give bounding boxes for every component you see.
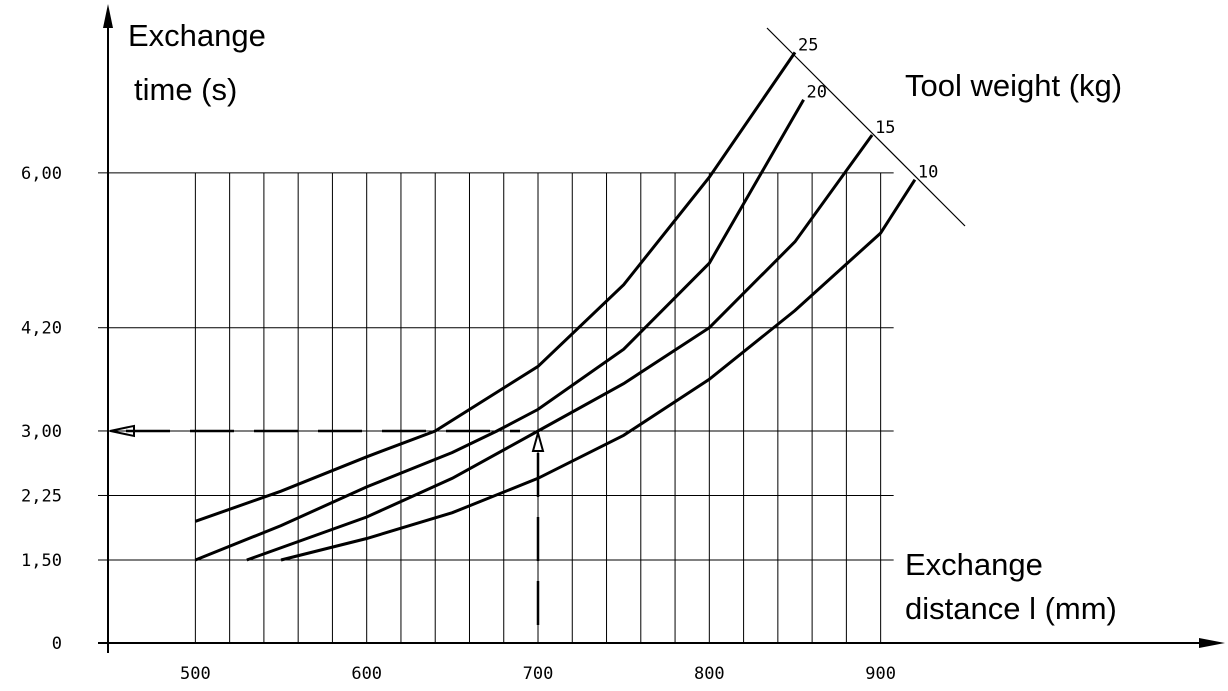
- x-tick-label: 900: [865, 664, 896, 684]
- legend-title: Tool weight (kg): [905, 68, 1122, 103]
- x-axis-label: Exchange: [905, 547, 1043, 582]
- annotation-arrow: [109, 424, 135, 438]
- series-label: 25: [798, 35, 818, 55]
- annotation-marker: [531, 429, 545, 452]
- y-tick-label: 1,50: [21, 551, 62, 571]
- y-tick-label: 4,20: [21, 319, 62, 339]
- y-axis-label: Exchange: [128, 18, 266, 53]
- y-tick-label: 6,00: [21, 164, 62, 184]
- series-label: 10: [918, 163, 938, 183]
- y-tick-label: 3,00: [21, 422, 62, 442]
- y-axis-arrow: [103, 4, 113, 28]
- x-tick-label: 700: [523, 664, 554, 684]
- y-tick-label: 2,25: [21, 486, 62, 506]
- curve: [246, 134, 874, 562]
- x-tick-label: 800: [694, 664, 725, 684]
- curve: [280, 178, 917, 562]
- y-tick-label: 0: [52, 634, 62, 654]
- series-label: 15: [875, 118, 895, 138]
- curve: [194, 51, 797, 523]
- curve: [194, 98, 805, 562]
- x-axis-arrow: [1199, 638, 1225, 648]
- series-label: 20: [807, 83, 827, 103]
- y-axis-label: time (s): [134, 72, 237, 107]
- legend-diagonal: [766, 27, 966, 227]
- x-axis-label: distance l (mm): [905, 591, 1117, 626]
- x-tick-label: 500: [180, 664, 211, 684]
- x-tick-label: 600: [351, 664, 382, 684]
